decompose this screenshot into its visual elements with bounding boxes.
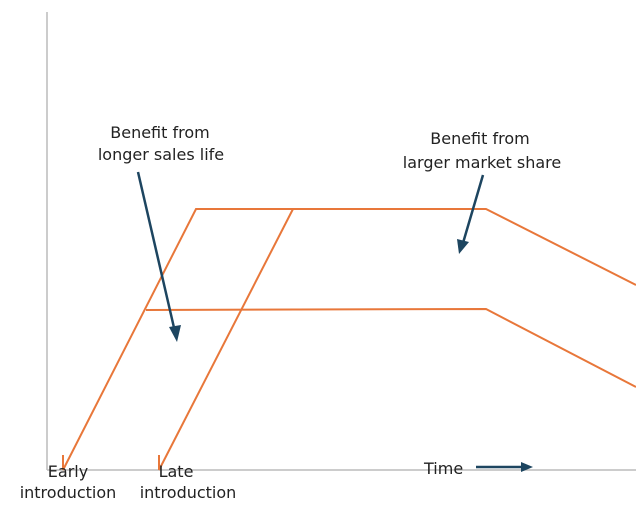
sales-life-arrow <box>136 171 177 333</box>
market-share-annotation-line1: Benefit from <box>430 129 530 148</box>
late-introduction-label-line1: Late <box>158 462 194 481</box>
late-introduction-label-line2: introduction <box>139 483 237 502</box>
sales-life-annotation-line1: Benefit from <box>110 123 210 142</box>
sales-life-annotation-line2: longer sales life <box>97 145 225 164</box>
lower-plateau-curve <box>145 307 636 388</box>
market-share-arrow <box>461 174 485 244</box>
time-arrowhead <box>521 462 533 472</box>
sales-life-arrowhead <box>169 325 181 342</box>
late-introduction-rise <box>158 208 294 471</box>
early-introduction-label-line1: Early <box>47 462 89 481</box>
time-axis-label: Time <box>424 459 464 478</box>
early-introduction-curve <box>62 208 636 471</box>
early-introduction-label-line2: introduction <box>19 483 117 502</box>
market-share-arrowhead <box>457 239 469 254</box>
market-share-annotation-line2: larger market share <box>402 153 562 172</box>
